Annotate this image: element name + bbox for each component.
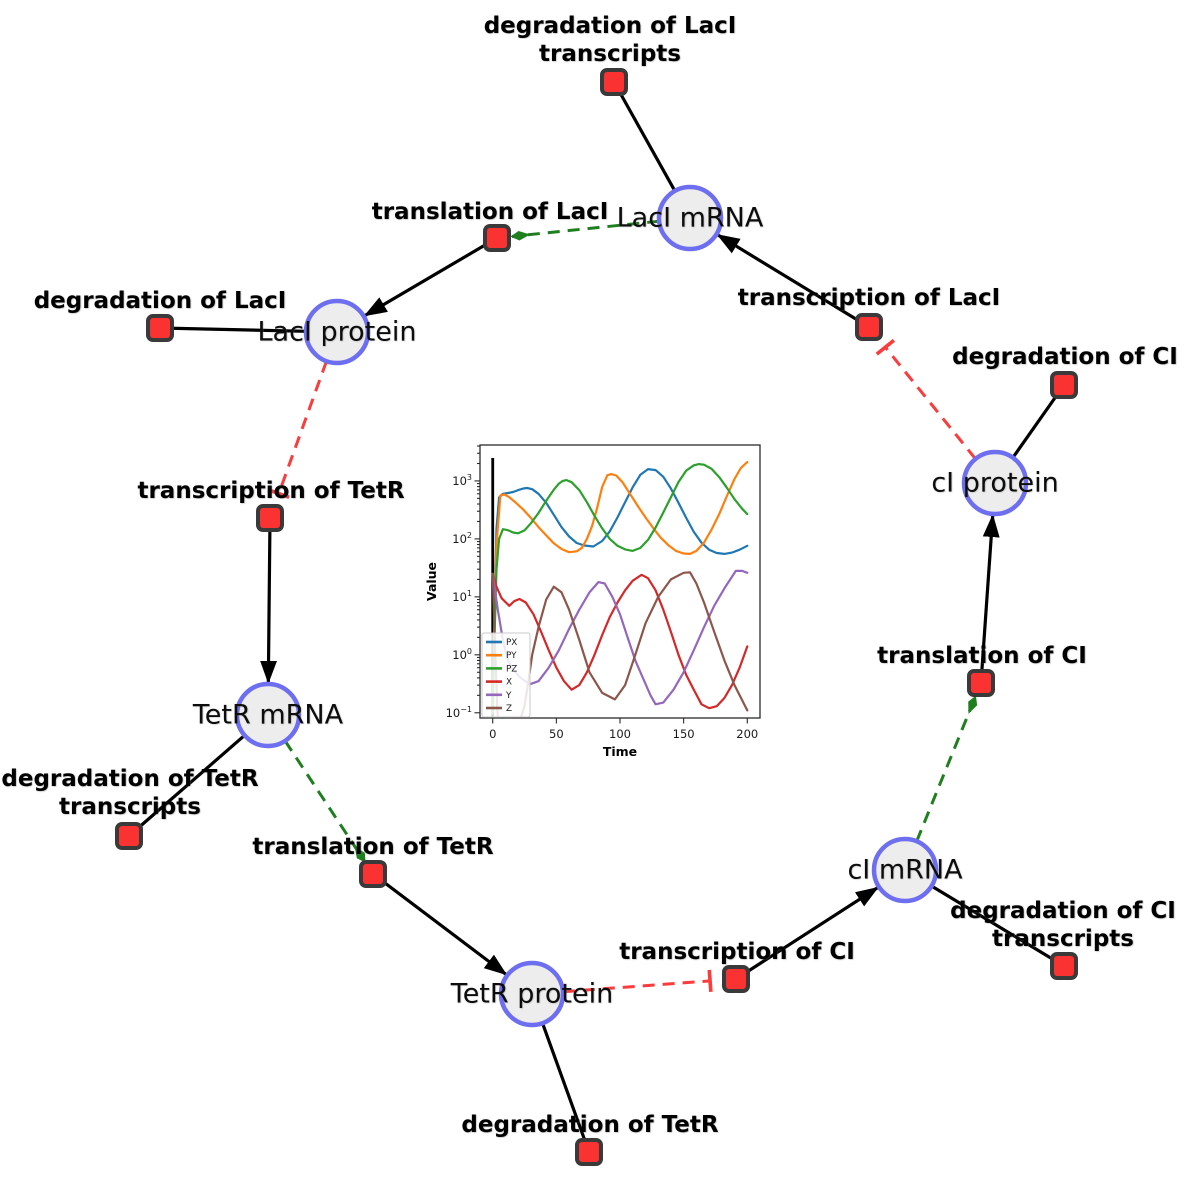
- species-node-LacI_protein: [303, 298, 371, 366]
- series-curve-Y: [491, 569, 749, 706]
- edge-production-5: [979, 514, 1000, 684]
- edge-modifier-13: [283, 740, 366, 863]
- legend-label-PX: PX: [506, 638, 517, 648]
- y-tick-label: 100: [452, 647, 472, 662]
- series-curve-PZ: [491, 463, 749, 714]
- y-axis-label: Value: [424, 562, 439, 601]
- edge-production-2: [260, 517, 277, 684]
- species-node-cI_protein: [961, 449, 1029, 517]
- edge-degradation-10: [930, 884, 1065, 968]
- edge-degradation-9: [541, 1022, 591, 1153]
- edge-production-4: [735, 886, 879, 981]
- reactions-layer: [115, 68, 1078, 1166]
- y-tick-label: 103: [452, 473, 472, 488]
- x-tick-label: 150: [673, 727, 695, 741]
- edge-degradation-8: [127, 734, 246, 838]
- reaction-node-transcription_TetR: [256, 504, 284, 532]
- x-axis-label: Time: [603, 744, 637, 758]
- edge-modifier-14: [915, 695, 978, 842]
- reaction-node-translation_LacI: [483, 224, 511, 252]
- species-layer: [234, 184, 1029, 1028]
- y-tick-label: 10−1: [446, 705, 472, 720]
- reaction-node-transcription_CI: [722, 965, 750, 993]
- edge-production-3: [372, 872, 508, 976]
- chart-legend: PX PY PZ XYZ: [481, 632, 531, 718]
- species-node-TetR_protein: [498, 960, 566, 1028]
- reaction-node-translation_CI: [967, 669, 995, 697]
- reaction-node-translation_TetR: [359, 860, 387, 888]
- edge-production-1: [363, 236, 498, 317]
- legend-label-Z: Z: [506, 704, 512, 714]
- reaction-node-deg_LacI: [146, 314, 174, 342]
- legend-label-PZ: PZ: [506, 664, 517, 674]
- reaction-node-deg_LacI_tx: [600, 68, 628, 96]
- series-curve-PX: [491, 468, 749, 714]
- reaction-node-transcription_LacI: [855, 313, 883, 341]
- series-curves: [491, 460, 749, 718]
- inhibition-tbar-16: [707, 969, 713, 993]
- series-curve-X: [491, 572, 749, 710]
- reaction-node-deg_TetR_tx: [115, 822, 143, 850]
- inhibition-tbar-15: [267, 488, 290, 499]
- edge-modifier-12: [510, 219, 660, 241]
- edge-production-0: [716, 233, 870, 329]
- x-tick-label: 100: [609, 727, 631, 741]
- edges-layer: [127, 81, 1066, 1153]
- x-tick-label: 200: [736, 727, 758, 741]
- reaction-node-deg_CI: [1050, 371, 1078, 399]
- inhibition-tbar-17: [875, 338, 896, 356]
- reaction-node-deg_TetR: [575, 1138, 603, 1166]
- species-node-TetR_mRNA: [234, 681, 302, 749]
- plot-frame: [479, 444, 761, 719]
- legend-label-PY: PY: [506, 651, 517, 661]
- species-node-cI_mRNA: [871, 836, 939, 904]
- y-tick-label: 102: [452, 531, 472, 546]
- inset-chart: 10−1 100 101 102 103 0 50 100 150 200 Time Value PX P…: [422, 438, 767, 759]
- series-curve-PY: [491, 460, 749, 714]
- x-tick-label: 50: [549, 727, 564, 741]
- legend-label-Y: Y: [505, 691, 512, 701]
- edge-degradation-7: [159, 326, 307, 333]
- edge-inhibition-16: [562, 979, 711, 994]
- edge-inhibition-17: [884, 346, 977, 460]
- edge-inhibition-15: [277, 360, 328, 495]
- edge-degradation-6: [612, 81, 677, 192]
- legend-label-X: X: [506, 678, 512, 688]
- x-tick-label: 0: [489, 727, 496, 741]
- species-node-LacI_mRNA: [656, 184, 724, 252]
- reaction-node-deg_CI_tx: [1050, 952, 1078, 980]
- series-curve-Z: [491, 571, 749, 718]
- y-tick-label: 101: [452, 589, 472, 604]
